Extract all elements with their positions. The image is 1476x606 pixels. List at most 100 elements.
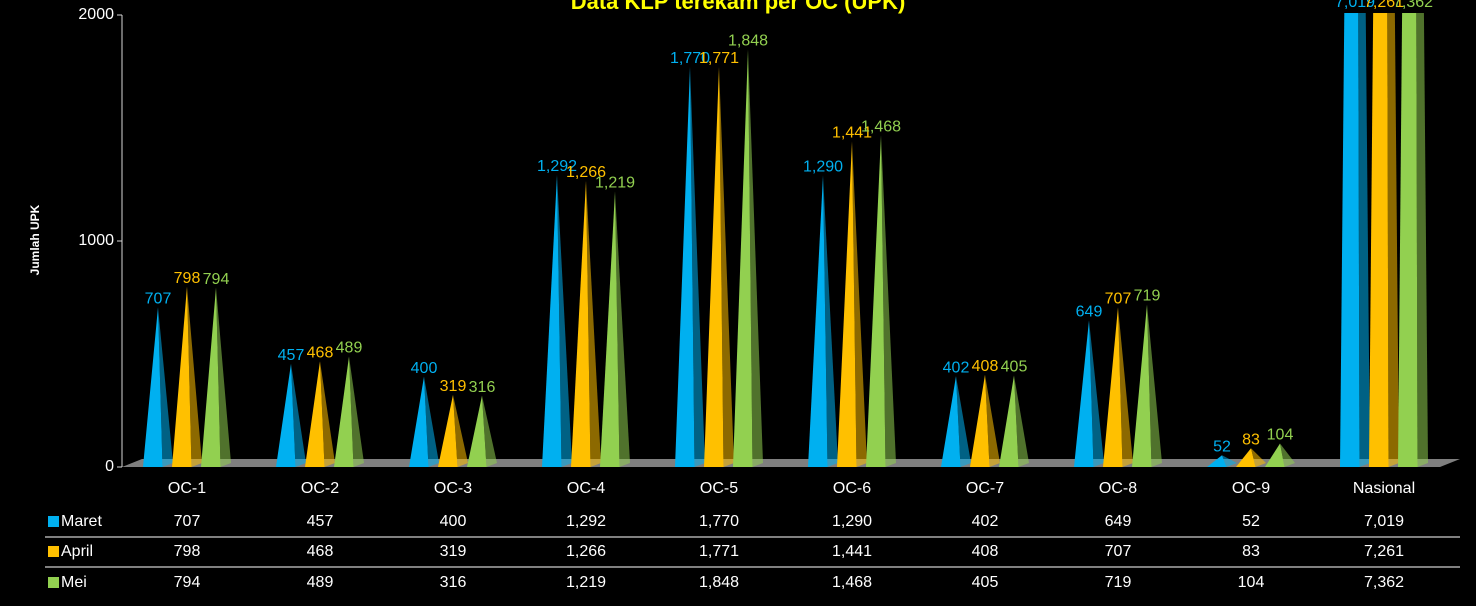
bar xyxy=(999,375,1019,467)
x-tick-label: OC-6 xyxy=(833,480,871,497)
table-cell: 707 xyxy=(1105,543,1132,560)
bar-side xyxy=(719,66,734,467)
bar-side xyxy=(1416,13,1428,467)
x-tick-label: OC-8 xyxy=(1099,480,1137,497)
table-cell: 798 xyxy=(174,543,201,560)
value-label: 316 xyxy=(469,379,496,396)
table-cell: 649 xyxy=(1105,513,1132,530)
table-cell: 719 xyxy=(1105,574,1132,591)
value-label: 408 xyxy=(972,358,999,375)
table-cell: 707 xyxy=(174,513,201,530)
bar-side xyxy=(823,175,838,467)
bar xyxy=(1265,443,1285,467)
bar-side xyxy=(482,395,497,467)
bar xyxy=(542,175,562,467)
bar-side xyxy=(748,49,763,468)
value-label: 7,362 xyxy=(1393,0,1433,11)
bar-side xyxy=(349,356,364,467)
bar xyxy=(1074,320,1094,467)
bar xyxy=(409,376,429,467)
table-cell: 83 xyxy=(1242,543,1260,560)
value-label: 104 xyxy=(1267,427,1294,444)
table-cell: 489 xyxy=(307,574,334,591)
table-cell: 794 xyxy=(174,574,201,591)
bar xyxy=(201,287,221,467)
value-label: 400 xyxy=(411,360,438,377)
bar xyxy=(675,66,695,467)
bar-side xyxy=(985,374,1000,467)
table-cell: 408 xyxy=(972,543,999,560)
legend-label: Maret xyxy=(61,513,102,530)
table-cell: 1,468 xyxy=(832,574,872,591)
bar xyxy=(276,363,296,467)
bar-side xyxy=(158,307,173,467)
table-cell: 104 xyxy=(1238,574,1265,591)
y-axis-label: Jumlah UPK xyxy=(28,204,42,275)
bar-side xyxy=(1014,375,1029,467)
legend-swatch xyxy=(48,546,59,557)
bar xyxy=(1207,455,1227,467)
value-label: 1,441 xyxy=(832,125,872,142)
bar xyxy=(1340,13,1360,467)
value-label: 489 xyxy=(336,340,363,357)
legend-label: April xyxy=(61,543,93,560)
x-tick-label: OC-5 xyxy=(700,480,738,497)
table-cell: 457 xyxy=(307,513,334,530)
table-cell: 7,261 xyxy=(1364,543,1404,560)
y-tick-label: 2000 xyxy=(78,6,114,23)
value-label: 457 xyxy=(278,347,305,364)
table-cell: 402 xyxy=(972,513,999,530)
value-label: 1,770 xyxy=(670,50,710,67)
value-label: 798 xyxy=(174,270,201,287)
legend-swatch xyxy=(48,516,59,527)
legend-label: Mei xyxy=(61,574,87,591)
value-label: 1,848 xyxy=(728,33,768,50)
bar-side xyxy=(1280,443,1295,467)
bar-side xyxy=(956,376,971,467)
value-label: 468 xyxy=(307,344,334,361)
value-label: 7,019 xyxy=(1335,0,1375,11)
table-cell: 468 xyxy=(307,543,334,560)
value-label: 83 xyxy=(1242,431,1260,448)
x-tick-label: OC-9 xyxy=(1232,480,1270,497)
value-label: 402 xyxy=(943,359,970,376)
bar xyxy=(733,49,753,468)
table-cell: 7,362 xyxy=(1364,574,1404,591)
value-label: 707 xyxy=(145,290,172,307)
table-cell: 405 xyxy=(972,574,999,591)
value-label: 52 xyxy=(1213,438,1231,455)
bar-side xyxy=(1089,320,1104,467)
bar xyxy=(1236,448,1256,467)
bar xyxy=(1369,13,1389,467)
value-label: 1,468 xyxy=(861,118,901,135)
table-cell: 52 xyxy=(1242,513,1260,530)
bar xyxy=(305,361,325,467)
bar xyxy=(438,394,458,467)
bar xyxy=(1103,307,1123,467)
bar xyxy=(1398,13,1418,467)
bar xyxy=(143,307,163,467)
table-cell: 7,019 xyxy=(1364,513,1404,530)
value-label: 1,771 xyxy=(699,50,739,67)
bar xyxy=(571,180,591,467)
value-label: 1,290 xyxy=(803,159,843,176)
value-label: 707 xyxy=(1105,290,1132,307)
y-tick-label: 0 xyxy=(105,458,114,475)
bar-side xyxy=(187,286,202,467)
bar-side xyxy=(1358,13,1370,467)
bar xyxy=(941,376,961,467)
x-tick-label: OC-7 xyxy=(966,480,1004,497)
legend-swatch xyxy=(48,577,59,588)
table-cell: 1,266 xyxy=(566,543,606,560)
bar-side xyxy=(1251,448,1266,467)
bar xyxy=(1132,304,1152,467)
value-label: 405 xyxy=(1001,359,1028,376)
bar-side xyxy=(557,175,572,467)
value-label: 649 xyxy=(1076,304,1103,321)
bar-side xyxy=(216,287,231,467)
bar xyxy=(334,356,354,467)
bar-side xyxy=(1147,304,1162,467)
value-label: 1,292 xyxy=(537,158,577,175)
bar-side xyxy=(291,363,306,467)
